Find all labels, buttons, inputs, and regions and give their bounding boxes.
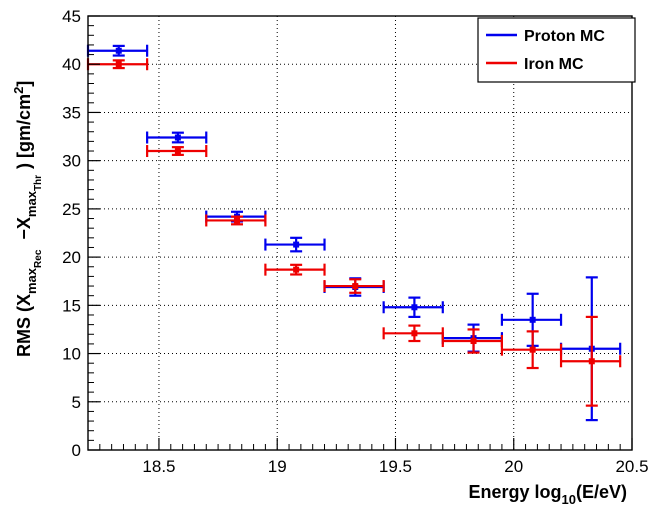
x-axis-title: Energy log10(E/eV) — [469, 482, 628, 507]
y-tick-label: 0 — [72, 441, 81, 460]
y-axis-title-sub2: max — [24, 190, 39, 217]
y-axis-title-sub1: max — [24, 267, 39, 294]
legend: Proton MC Iron MC — [477, 17, 636, 83]
y-axis-title: RMS (XmaxRec−XmaxThr) [gm/cm2] — [11, 81, 44, 357]
proton-mc-data-point — [115, 47, 122, 54]
iron-mc-series — [86, 58, 622, 407]
legend-label-proton: Proton MC — [524, 28, 605, 45]
iron-mc-data-point — [293, 266, 300, 273]
x-tick-label: 18.5 — [142, 457, 175, 476]
y-axis-title-part1: RMS (X — [14, 294, 34, 357]
x-tick-label: 20 — [504, 457, 523, 476]
y-tick-label: 40 — [62, 55, 81, 74]
iron-mc-data-point — [174, 148, 181, 155]
x-axis-title-tail: (E/eV) — [576, 482, 627, 502]
legend-label-iron: Iron MC — [524, 56, 584, 73]
x-axis-title-main: Energy log — [469, 482, 562, 502]
plot-area — [86, 44, 622, 422]
iron-mc-data-point — [234, 217, 241, 224]
y-axis-title-part2: −X — [14, 217, 34, 240]
y-axis-title-superscript: 2 — [11, 87, 26, 94]
y-tick-label: 10 — [62, 345, 81, 364]
y-tick-label: 45 — [62, 7, 81, 26]
iron-mc-data-point — [470, 338, 477, 345]
iron-mc-data-point — [352, 283, 359, 290]
proton-mc-data-point — [174, 134, 181, 141]
y-tick-label: 35 — [62, 103, 81, 122]
y-axis-title-part4: ] — [14, 81, 34, 87]
x-tick-label: 19.5 — [379, 457, 412, 476]
y-tick-label: 5 — [72, 393, 81, 412]
y-tick-label: 30 — [62, 152, 81, 171]
proton-mc-data-point — [411, 304, 418, 311]
proton-mc-data-point — [293, 241, 300, 248]
x-tick-label: 20.5 — [615, 457, 648, 476]
y-axis-title-part3: ) [gm/cm — [14, 94, 34, 169]
iron-mc-data-point — [588, 358, 595, 365]
y-tick-label: 15 — [62, 296, 81, 315]
x-tick-label: 19 — [268, 457, 287, 476]
y-tick-label: 20 — [62, 248, 81, 267]
legend-box — [477, 17, 636, 83]
x-axis-title-subscript: 10 — [562, 492, 576, 507]
iron-mc-data-point — [115, 61, 122, 68]
iron-mc-data-point — [411, 330, 418, 337]
y-axis-title-subsub2: Thr — [33, 175, 44, 191]
proton-mc-data-point — [529, 316, 536, 323]
iron-mc-data-point — [529, 346, 536, 353]
axes: 18.5 19 19.5 20 20.5 0 5 10 15 20 25 30 35 40 45 — [62, 7, 648, 476]
y-axis-title-subsub1: Rec — [33, 249, 44, 268]
y-tick-label: 25 — [62, 200, 81, 219]
